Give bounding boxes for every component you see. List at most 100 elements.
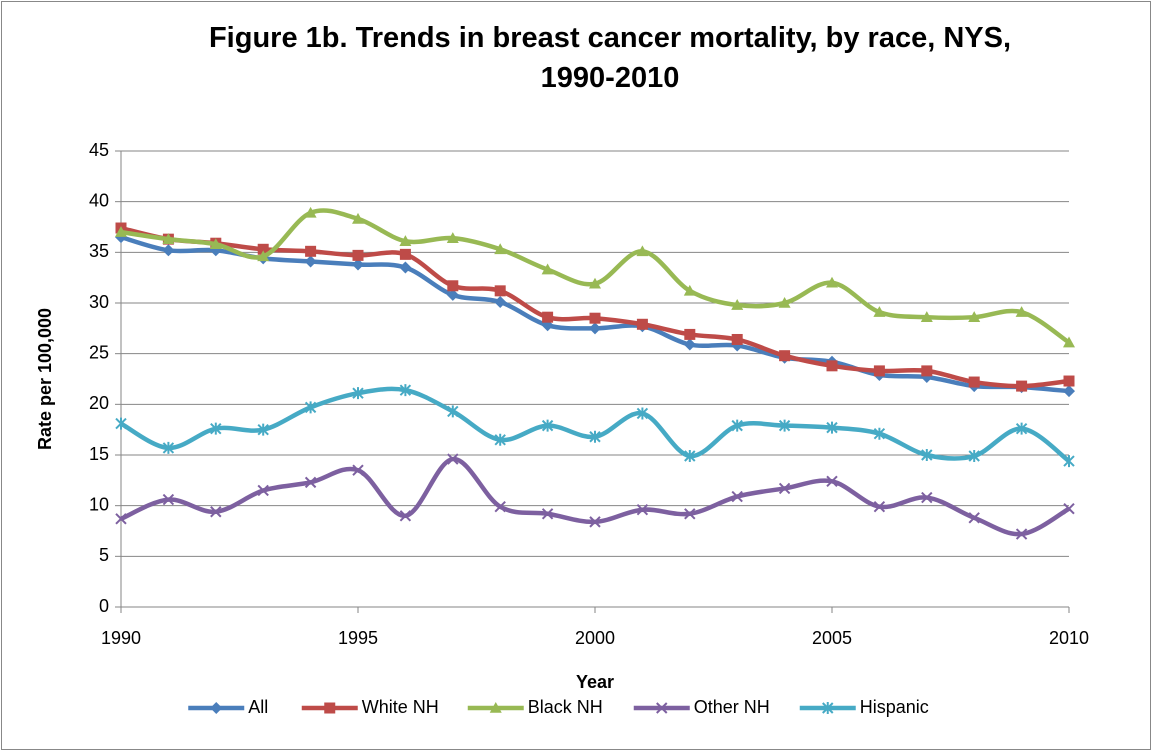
marker xyxy=(399,235,412,246)
marker xyxy=(731,333,743,345)
marker xyxy=(352,464,364,476)
y-tick-label: 10 xyxy=(89,494,109,514)
series-line xyxy=(120,456,1071,537)
marker xyxy=(683,338,696,351)
marker xyxy=(352,387,364,400)
y-tick-label: 20 xyxy=(89,393,109,413)
marker xyxy=(447,453,459,465)
marker xyxy=(731,419,743,432)
marker xyxy=(399,510,412,522)
marker xyxy=(968,450,980,463)
x-tick-label: 2005 xyxy=(812,628,852,648)
marker xyxy=(1063,375,1075,387)
marker xyxy=(683,284,696,296)
marker xyxy=(873,365,885,377)
marker xyxy=(494,295,507,308)
marker xyxy=(399,384,412,397)
marker xyxy=(589,312,601,324)
marker xyxy=(921,365,933,377)
legend-marker xyxy=(324,702,336,714)
y-tick-label: 0 xyxy=(99,596,109,616)
x-tick-label: 2010 xyxy=(1049,628,1089,648)
legend-label: Hispanic xyxy=(860,697,929,717)
marker xyxy=(494,243,507,255)
marker xyxy=(1063,336,1075,348)
marker xyxy=(1063,455,1075,468)
marker xyxy=(684,328,696,340)
marker xyxy=(873,500,886,513)
marker xyxy=(352,258,364,271)
y-tick-label: 45 xyxy=(89,140,109,160)
legend-marker xyxy=(489,702,502,713)
chart-title: Figure 1b. Trends in breast cancer morta… xyxy=(208,22,1012,94)
marker xyxy=(1063,502,1075,515)
marker xyxy=(542,311,554,323)
marker xyxy=(304,476,317,489)
marker xyxy=(826,360,838,372)
marker xyxy=(352,212,364,224)
marker xyxy=(494,285,506,297)
marker xyxy=(115,226,127,237)
marker xyxy=(778,297,791,308)
marker xyxy=(684,450,696,463)
marker xyxy=(446,232,459,243)
marker xyxy=(541,508,554,520)
marker xyxy=(210,506,222,518)
y-tick-label: 15 xyxy=(89,444,109,464)
marker xyxy=(968,311,981,322)
x-axis-title: Year xyxy=(576,672,614,692)
marker xyxy=(399,248,411,260)
marker xyxy=(589,277,601,289)
y-axis-title: Rate per 100,000 xyxy=(35,308,55,450)
marker xyxy=(304,401,317,414)
marker xyxy=(873,427,886,440)
legend-label: Other NH xyxy=(694,697,770,717)
marker xyxy=(684,508,696,520)
marker xyxy=(210,422,222,435)
marker xyxy=(305,245,317,257)
y-tick-label: 30 xyxy=(89,292,109,312)
marker xyxy=(162,244,175,257)
y-tick-label: 5 xyxy=(99,545,109,565)
marker xyxy=(731,490,743,503)
marker xyxy=(162,493,175,506)
x-tick-label: 1990 xyxy=(101,628,141,648)
marker xyxy=(304,206,317,218)
marker xyxy=(257,484,269,497)
marker xyxy=(826,475,838,488)
marker xyxy=(1015,422,1028,435)
marker xyxy=(779,350,791,362)
marker xyxy=(589,516,601,528)
marker xyxy=(778,419,791,432)
marker xyxy=(115,513,127,525)
marker xyxy=(162,441,175,454)
y-tick-label: 25 xyxy=(89,342,109,362)
marker xyxy=(257,423,269,436)
marker xyxy=(257,243,269,255)
marker xyxy=(446,288,459,301)
marker xyxy=(589,322,601,335)
marker xyxy=(115,417,127,430)
marker xyxy=(541,263,554,275)
marker xyxy=(968,376,980,388)
marker xyxy=(494,433,506,446)
legend-label: All xyxy=(248,697,268,717)
marker xyxy=(162,233,175,244)
marker xyxy=(494,500,506,513)
marker xyxy=(636,318,648,330)
marker xyxy=(920,311,933,322)
marker xyxy=(921,491,933,504)
legend-marker xyxy=(210,702,223,714)
marker xyxy=(541,419,554,432)
marker xyxy=(304,255,317,268)
marker xyxy=(1015,306,1028,317)
marker xyxy=(1015,528,1028,540)
marker xyxy=(968,512,980,524)
marker xyxy=(1063,385,1075,398)
marker xyxy=(826,276,838,288)
marker xyxy=(636,504,649,516)
legend-label: Black NH xyxy=(528,697,603,717)
